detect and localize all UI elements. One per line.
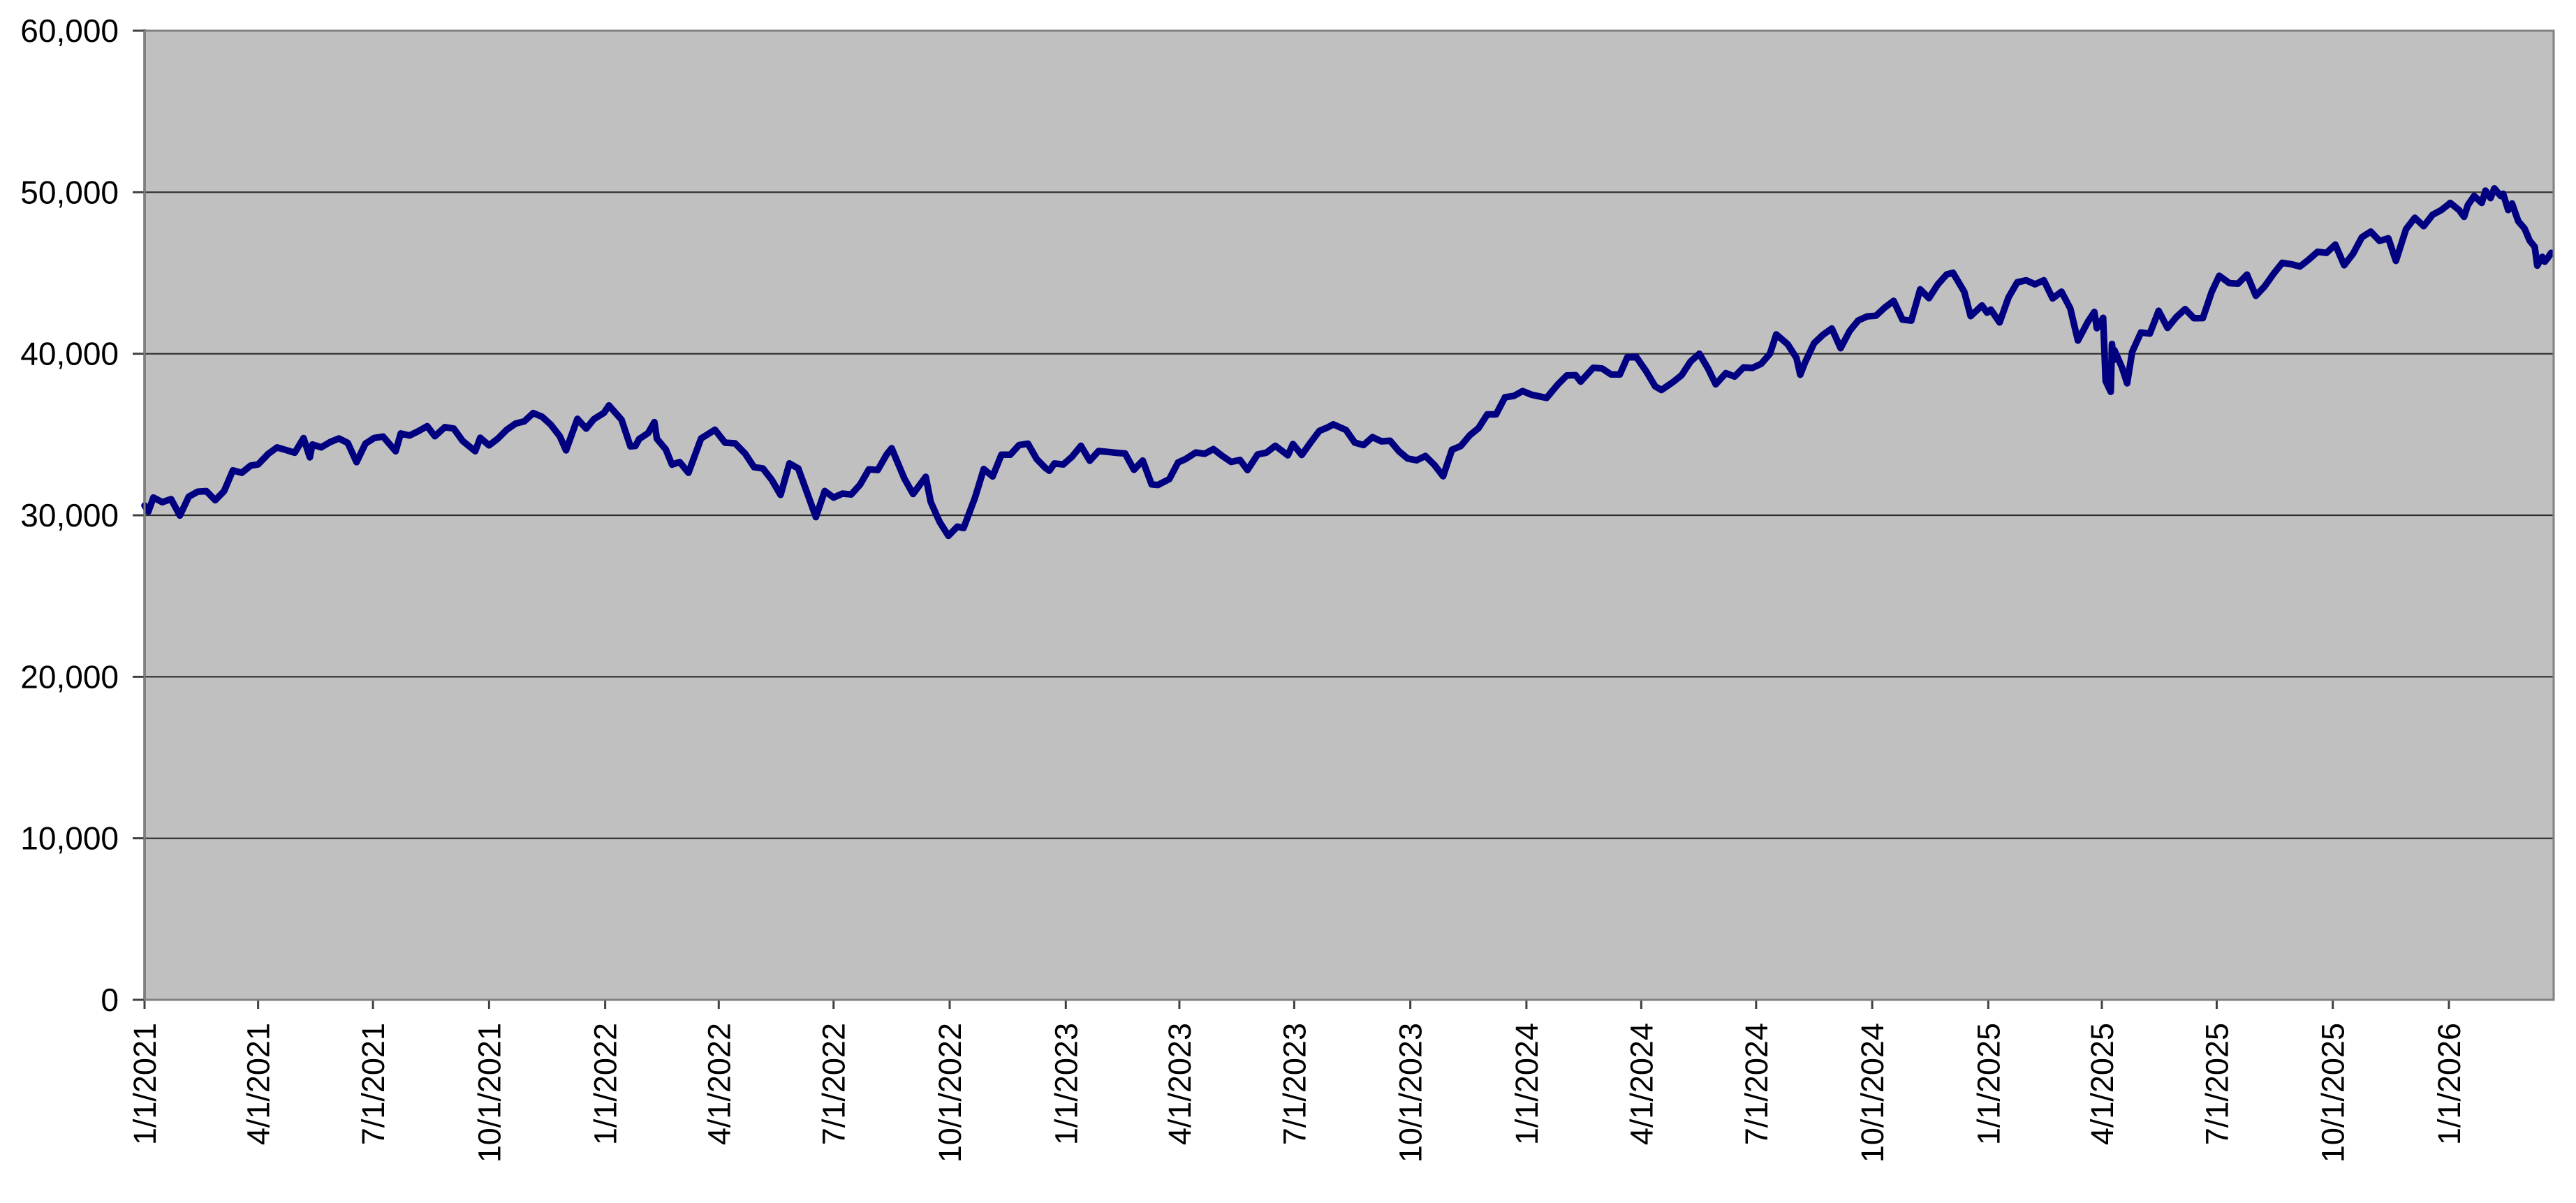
x-axis-tick-label: 10/1/2022 <box>932 1023 968 1163</box>
y-axis-tick-label: 40,000 <box>20 336 119 372</box>
x-axis-tick-label: 1/1/2023 <box>1048 1023 1084 1145</box>
y-axis-tick-label: 10,000 <box>20 820 119 857</box>
series-line-index-daily-close <box>141 185 2555 540</box>
x-axis-tick-label: 7/1/2021 <box>355 1023 391 1145</box>
x-axis-tick-label: 4/1/2023 <box>1162 1023 1198 1145</box>
y-axis-tick-label: 30,000 <box>20 497 119 533</box>
x-axis-tick-label: 1/1/2022 <box>588 1023 624 1145</box>
x-axis-tick-label: 4/1/2021 <box>241 1023 277 1145</box>
x-axis-tick-label: 10/1/2023 <box>1393 1023 1429 1163</box>
y-axis-tick-label: 50,000 <box>20 174 119 210</box>
x-axis-tick-label: 7/1/2023 <box>1276 1023 1312 1145</box>
y-axis-tick-label: 60,000 <box>20 13 119 49</box>
x-axis-tick-label: 7/1/2025 <box>2199 1023 2235 1145</box>
x-axis-tick-label: 4/1/2025 <box>2084 1023 2120 1145</box>
plot-area-border <box>143 29 2555 1001</box>
x-axis-tick-label: 1/1/2026 <box>2431 1023 2467 1145</box>
x-axis-tick-label: 7/1/2022 <box>816 1023 852 1145</box>
y-axis-tick-label: 0 <box>101 982 119 1018</box>
x-axis-tick-label: 7/1/2024 <box>1739 1023 1774 1145</box>
x-axis-tick-label: 1/1/2024 <box>1509 1023 1545 1145</box>
x-axis-tick-label: 10/1/2024 <box>1855 1023 1890 1163</box>
x-axis-tick-label: 1/1/2025 <box>1971 1023 2006 1145</box>
x-axis-tick-label: 4/1/2022 <box>701 1023 737 1145</box>
x-axis-tick-label: 10/1/2025 <box>2316 1023 2351 1163</box>
x-axis-tick-label: 1/1/2021 <box>127 1023 163 1145</box>
x-axis-tick-label: 4/1/2024 <box>1624 1023 1659 1145</box>
y-axis-tick-label: 20,000 <box>20 658 119 695</box>
x-axis-tick-label: 10/1/2021 <box>471 1023 507 1163</box>
